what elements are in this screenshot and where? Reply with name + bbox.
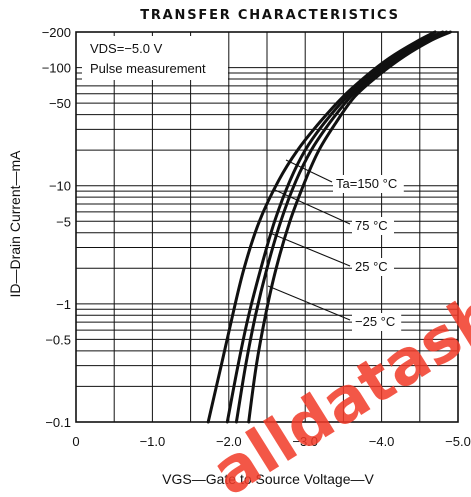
y-tick-labels: −200 −100 −50 −10 −5 −1 −0.5 −0.1 [42,25,71,430]
label-background [352,217,394,235]
pulse-condition: Pulse measurement [90,61,206,76]
y-tick-label: −0.1 [45,415,71,430]
label-leader-line [285,159,333,183]
series-label: 75 °C [355,218,388,233]
y-tick-label: −50 [49,96,71,111]
x-tick-label: −5.0 [445,434,471,449]
vds-condition: VDS=−5.0 V [90,41,163,56]
label-leaders [267,159,351,321]
x-axis-label: VGS—Gate to Source Voltage—V [162,471,374,487]
label-background [352,258,394,276]
plot-frame [75,31,459,423]
label-leader-line [274,189,351,225]
x-tick-label: −2.0 [216,434,242,449]
series-label: Ta=150 °C [336,176,397,191]
data-series [206,30,452,424]
chart-title: TRANSFER CHARACTERISTICS [140,8,400,23]
y-axis-label: ID—Drain Current—mA [7,150,23,298]
x-tick-label: 0 [72,434,79,449]
y-tick-label: −5 [56,214,71,229]
label-background [352,313,402,331]
y-tick-label: −1 [56,297,71,312]
series-label: 25 °C [355,259,388,274]
series-line [225,30,445,424]
label-leader-line [267,285,351,321]
y-tick-label: −10 [49,179,71,194]
x-tick-label: −1.0 [140,434,166,449]
y-tick-label: −100 [42,61,71,76]
series-labels: Ta=150 °C 75 °C 25 °C −25 °C [333,175,404,331]
y-tick-label: −200 [42,25,71,40]
series-line [234,30,448,424]
series-line [247,30,452,424]
label-leader-line [269,232,351,267]
x-tick-labels: 0 −1.0 −2.0 −3.0 −4.0 −5.0 [72,434,470,449]
x-tick-label: −4.0 [369,434,395,449]
label-background [333,175,404,193]
x-tick-label: −3.0 [292,434,318,449]
series-label: −25 °C [355,314,395,329]
conditions-box [82,36,228,80]
series-line [206,30,437,424]
y-tick-label: −0.5 [45,332,71,347]
